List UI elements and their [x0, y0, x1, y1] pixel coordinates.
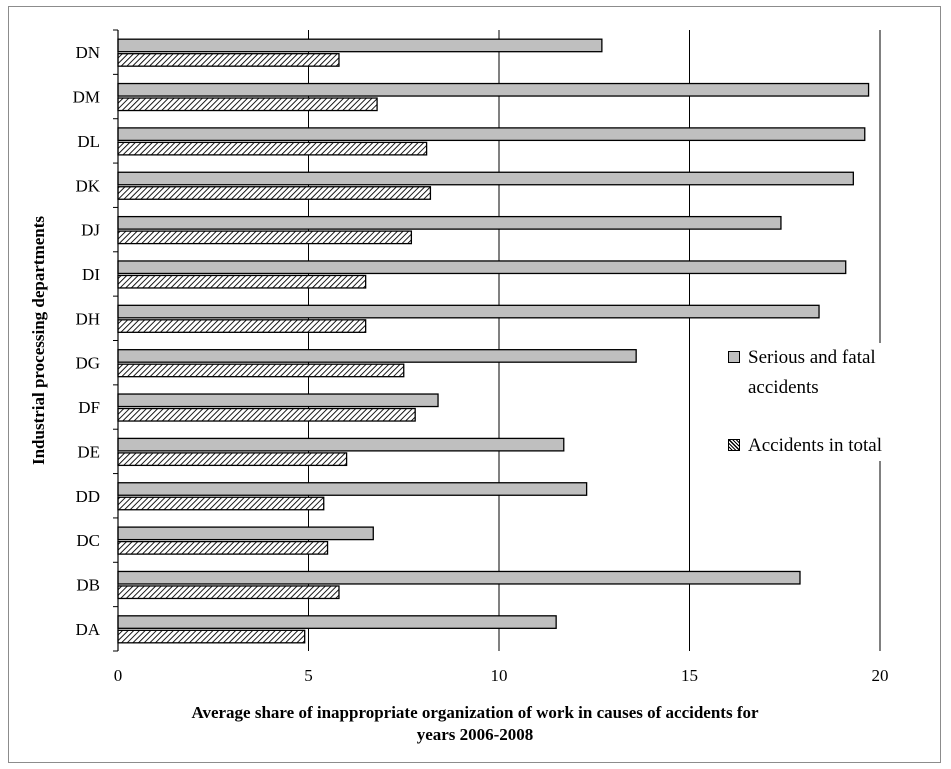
legend-item-serious: Serious and fatal accidents: [728, 343, 938, 403]
y-tick-label-DH: DH: [75, 309, 100, 328]
bars: [117, 38, 870, 644]
y-tick-label-DC: DC: [76, 531, 100, 550]
bar-total-DH: [117, 319, 367, 333]
x-tick-label-0: 0: [114, 666, 123, 685]
bar-serious-DA: [117, 615, 557, 629]
chart-frame: [8, 6, 941, 763]
x-tick-label-15: 15: [681, 666, 698, 685]
x-axis-title-line-2: years 2006-2008: [417, 725, 534, 744]
y-tick-label-DB: DB: [76, 575, 100, 594]
y-tick-label-DD: DD: [75, 487, 100, 506]
x-axis-title-line-1: Average share of inappropriate organizat…: [191, 703, 759, 722]
legend-swatch-solid: [728, 351, 740, 363]
y-tick-label-DE: DE: [77, 442, 100, 461]
legend: Serious and fatal accidents Accidents in…: [728, 343, 938, 461]
bar-total-DL: [117, 141, 428, 156]
gridlines: [308, 30, 881, 651]
bar-serious-DM: [117, 82, 870, 97]
y-tick-label-DN: DN: [75, 43, 100, 62]
y-tick-label-DA: DA: [75, 620, 100, 639]
y-tick-label-DK: DK: [75, 176, 100, 195]
legend-item-total: Accidents in total: [728, 431, 938, 461]
bar-total-DJ: [117, 230, 413, 245]
bar-total-DF: [117, 407, 416, 422]
bar-total-DD: [117, 496, 325, 511]
bar-total-DM: [117, 97, 378, 112]
bar-serious-DB: [117, 570, 801, 585]
y-tick-label-DI: DI: [82, 265, 100, 284]
bar-serious-DJ: [117, 215, 782, 230]
x-tick-label-20: 20: [872, 666, 889, 685]
x-tick-label-10: 10: [491, 666, 508, 685]
y-axis-title: Industrial processing departments: [29, 216, 48, 465]
legend-swatch-hatched: [728, 439, 740, 451]
bar-serious-DE: [117, 437, 565, 452]
y-tick-label-DL: DL: [77, 132, 100, 151]
bar-serious-DD: [117, 482, 588, 496]
bar-total-DG: [117, 363, 405, 378]
axis-labels: 0 5 10 15 20 DA DB DC DD DE DF DG DH DI DJ DK DL DM DN Indu…: [29, 43, 889, 744]
y-tick-label-DM: DM: [73, 88, 100, 107]
bar-serious-DF: [117, 393, 439, 408]
bar-total-DK: [117, 186, 432, 200]
bar-total-DA: [117, 629, 306, 644]
bar-total-DC: [117, 540, 329, 555]
axes: [113, 29, 119, 652]
y-tick-label-DF: DF: [78, 398, 100, 417]
y-tick-label-DG: DG: [75, 354, 100, 373]
bar-total-DB: [117, 585, 340, 600]
bar-serious-DG: [117, 349, 637, 363]
legend-label-total: Accidents in total: [748, 435, 883, 456]
x-tick-label-5: 5: [304, 666, 313, 685]
bar-serious-DN: [117, 38, 603, 53]
bar-total-DN: [117, 53, 340, 67]
bar-serious-DK: [117, 171, 854, 186]
legend-label-serious: Serious and fatal accidents: [748, 347, 876, 398]
bar-total-DI: [117, 274, 367, 289]
bar-total-DE: [117, 452, 348, 467]
bar-serious-DI: [117, 260, 847, 275]
y-tick-label-DJ: DJ: [81, 221, 100, 240]
bar-serious-DL: [117, 127, 866, 142]
bar-serious-DC: [117, 526, 374, 541]
bar-serious-DH: [117, 304, 820, 319]
